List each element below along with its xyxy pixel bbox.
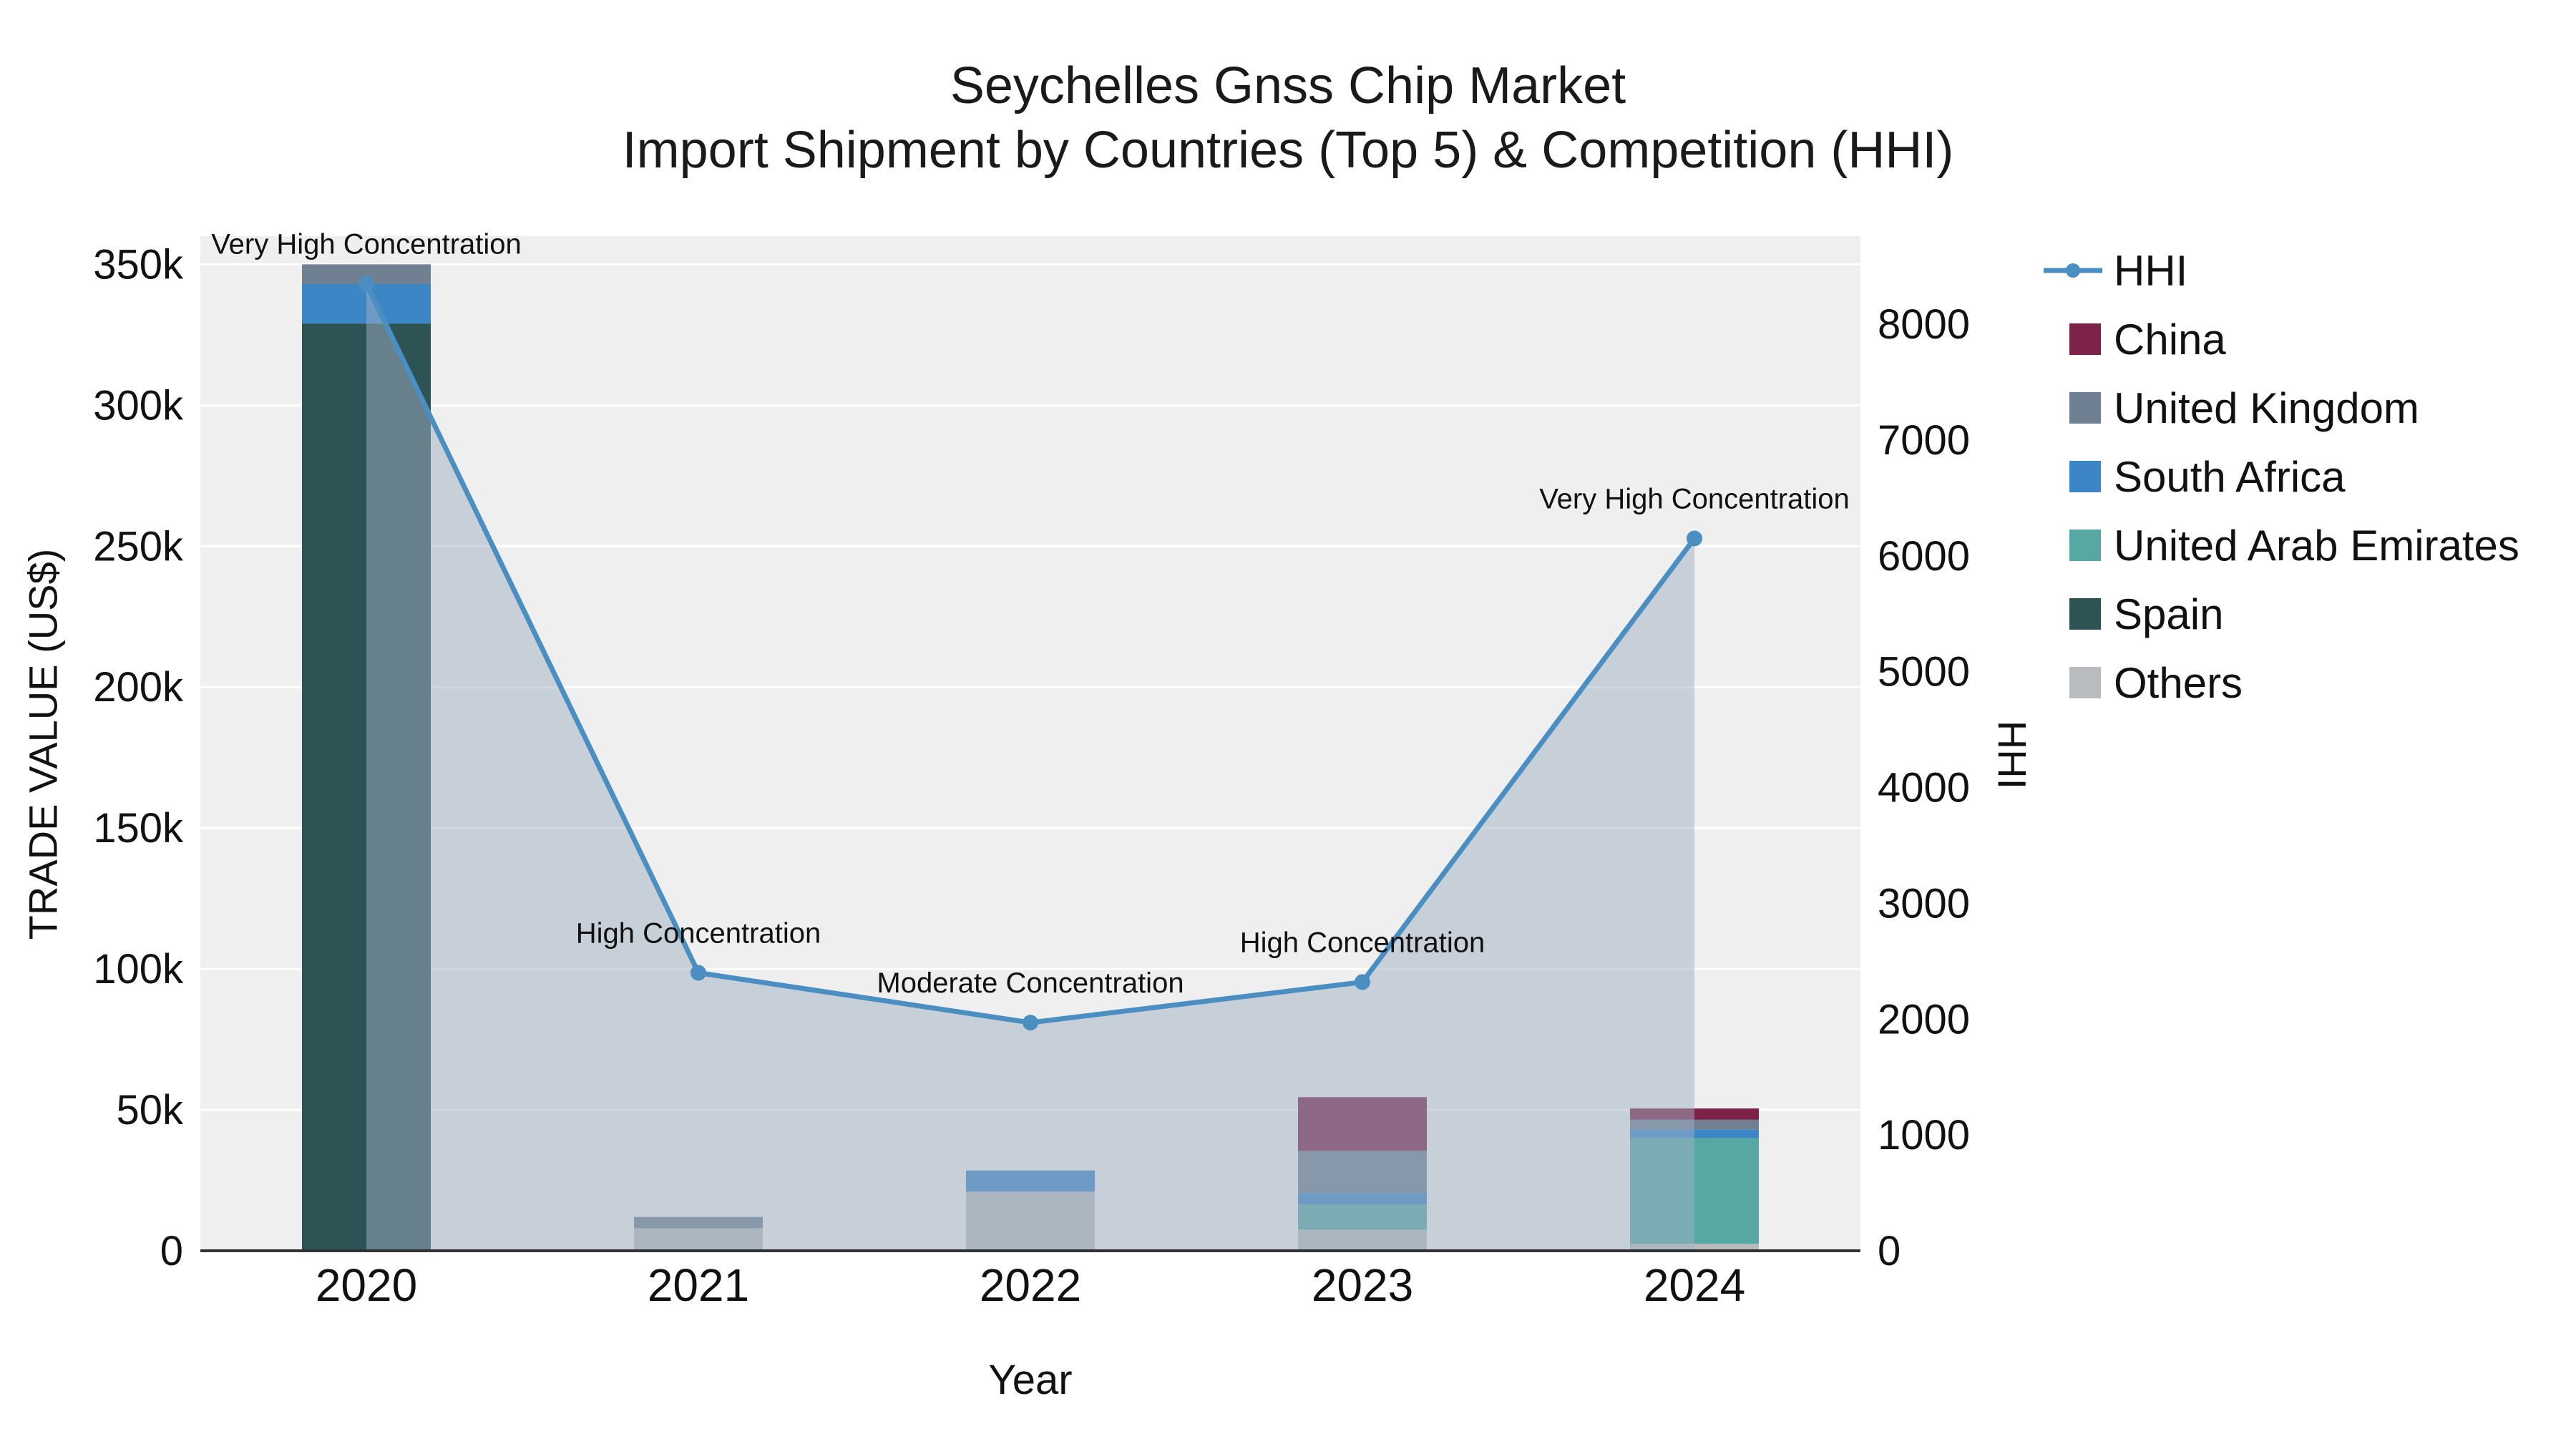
hhi-marker-2024[interactable] [1687, 530, 1702, 547]
hhi-marker-2020[interactable] [358, 275, 374, 292]
annotation-2023: High Concentration [1240, 927, 1485, 958]
legend-label-south-africa: South Africa [2114, 452, 2346, 501]
legend-item-spain[interactable]: Spain [2042, 580, 2519, 648]
annotation-2022: Moderate Concentration [877, 967, 1184, 999]
chart-title: Seychelles Gnss Chip Market Import Shipm… [0, 54, 2576, 182]
y-right-tick-2000: 2000 [1878, 996, 1970, 1043]
y-right-axis-title: HHI [1989, 720, 2035, 790]
x-tick-2021: 2021 [648, 1259, 749, 1311]
chart-title-line1: Seychelles Gnss Chip Market [950, 57, 1626, 114]
x-tick-2022: 2022 [980, 1259, 1081, 1311]
annotation-2020: Very High Concentration [211, 228, 522, 260]
y-right-tick-6000: 6000 [1878, 533, 1970, 580]
legend-swatch-spain [2069, 598, 2101, 630]
y-right-tick-3000: 3000 [1878, 880, 1970, 927]
legend-swatch-wrap-others [2042, 665, 2104, 700]
legend-swatch-wrap-united-arab-emirates [2042, 528, 2104, 562]
legend-swatch-united-kingdom [2069, 392, 2101, 424]
hhi-marker-2023[interactable] [1355, 974, 1370, 990]
hhi-area [366, 283, 1694, 1252]
legend-label-hhi: HHI [2114, 246, 2188, 295]
legend-swatch-others [2069, 667, 2101, 698]
x-tick-2023: 2023 [1312, 1259, 1413, 1311]
y-left-tick-300k: 300k [93, 382, 184, 429]
annotation-2021: High Concentration [576, 918, 821, 950]
chart-title-line2: Import Shipment by Countries (Top 5) & C… [622, 122, 1954, 179]
legend-label-others: Others [2114, 658, 2243, 707]
y-right-tick-1000: 1000 [1878, 1112, 1970, 1158]
y-left-tick-50k: 50k [116, 1087, 184, 1133]
y-left-tick-100k: 100k [93, 946, 184, 992]
annotation-2024: Very High Concentration [1539, 483, 1850, 514]
x-tick-2024: 2024 [1644, 1259, 1745, 1311]
y-right-tick-4000: 4000 [1878, 765, 1970, 811]
y-right-tick-7000: 7000 [1878, 417, 1970, 464]
y-left-tick-350k: 350k [93, 241, 184, 288]
y-right-tick-0: 0 [1878, 1228, 1901, 1274]
legend-item-united-arab-emirates[interactable]: United Arab Emirates [2042, 511, 2519, 580]
legend-label-united-kingdom: United Kingdom [2114, 384, 2419, 432]
legend-swatch-wrap-spain [2042, 597, 2104, 631]
legend-label-united-arab-emirates: United Arab Emirates [2114, 521, 2519, 570]
y-right-tick-5000: 5000 [1878, 649, 1970, 696]
y-left-tick-200k: 200k [93, 664, 184, 711]
legend-item-united-kingdom[interactable]: United Kingdom [2042, 374, 2519, 442]
legend-swatch-wrap-south-africa [2042, 459, 2104, 494]
y-right-tick-8000: 8000 [1878, 301, 1970, 348]
legend-swatch-wrap-united-kingdom [2042, 391, 2104, 425]
chart-legend: HHI China United Kingdom South Africa United… [2042, 236, 2519, 717]
legend-item-china[interactable]: China [2042, 305, 2519, 374]
y-left-tick-250k: 250k [93, 523, 184, 570]
y-left-axis-title: TRADE VALUE (US$) [20, 548, 66, 940]
legend-label-china: China [2114, 315, 2226, 364]
legend-item-south-africa[interactable]: South Africa [2042, 442, 2519, 511]
x-tick-2020: 2020 [316, 1259, 417, 1311]
x-axis-title: Year [988, 1357, 1073, 1403]
legend-label-spain: Spain [2114, 590, 2224, 638]
hhi-marker-2021[interactable] [691, 965, 706, 981]
y-left-tick-0: 0 [160, 1228, 183, 1274]
hhi-marker-2022[interactable] [1023, 1015, 1038, 1031]
legend-swatch-united-arab-emirates [2069, 530, 2101, 561]
legend-swatch-south-africa [2069, 461, 2101, 492]
legend-swatch-china [2069, 323, 2101, 355]
y-left-tick-150k: 150k [93, 805, 184, 852]
legend-item-others[interactable]: Others [2042, 648, 2519, 717]
legend-line-marker-hhi [2042, 253, 2104, 288]
legend-item-hhi[interactable]: HHI [2042, 236, 2519, 305]
legend-swatch-wrap-china [2042, 322, 2104, 356]
